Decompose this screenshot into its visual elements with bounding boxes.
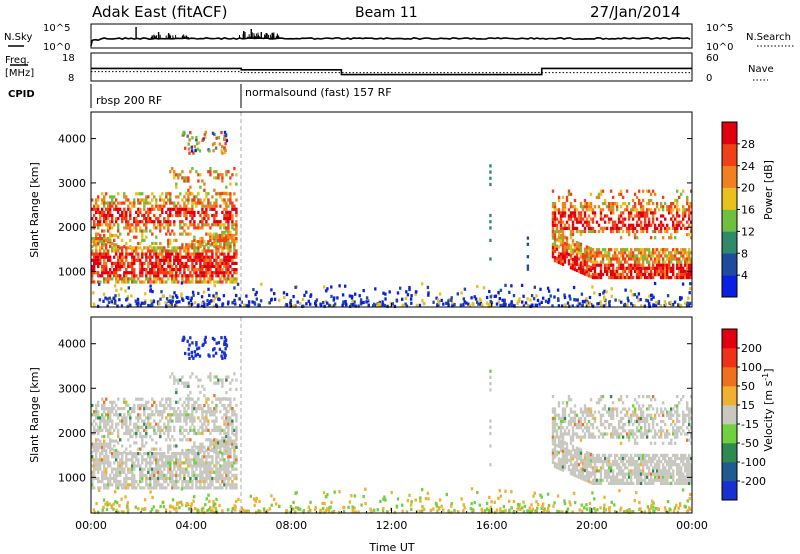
velocity-colorbar-swatch-4 (722, 405, 737, 425)
velocity-colorbar-swatch-7 (722, 348, 737, 368)
nave-tick-bottom: 0 (706, 73, 712, 84)
power-y-tick-2000: 2000 (58, 221, 86, 234)
freq-tick-bottom: 8 (68, 73, 74, 84)
nave-tick-top: 60 (706, 53, 719, 64)
velocity-colorbar-tick-2: 50 (741, 380, 755, 393)
noise-sky-label: N.Sky (4, 32, 32, 43)
velocity-y-axis-label: Slant Range [km] (28, 367, 41, 463)
power-colorbar-swatch-7 (722, 122, 737, 145)
power-colorbar-label: Power [dB] (762, 160, 775, 220)
cpid-panel: CPID rbsp 200 RF normalsound (fast) 157 … (8, 84, 392, 108)
power-colorbar-tick-0: 4 (741, 269, 748, 282)
velocity-colorbar-swatch-3 (722, 424, 737, 444)
velocity-data-field (91, 335, 693, 514)
power-colorbar-tick-2: 12 (741, 225, 755, 238)
velocity-colorbar-tick-0: 200 (741, 342, 762, 355)
time-tick-6: 00:00 (676, 519, 708, 532)
velocity-colorbar-swatch-5 (722, 386, 737, 406)
velocity-colorbar: 200 100 50 15 -15 -50 -100 -200 (721, 328, 766, 501)
nave-line (91, 71, 692, 74)
freq-unit-label: [MHz] (5, 68, 34, 79)
cpid-segment-2: normalsound (fast) 157 RF (245, 86, 392, 99)
power-colorbar-tick-3: 16 (741, 204, 755, 217)
power-colorbar-swatch-3 (722, 209, 737, 232)
frequency-line (91, 67, 692, 76)
time-x-axis: 00:00 04:00 08:00 12:00 16:00 20:00 00:00 (75, 303, 708, 532)
freq-tick-top: 18 (62, 53, 75, 64)
time-tick-1: 04:00 (175, 519, 207, 532)
cpid-segment-1: rbsp 200 RF (96, 94, 162, 107)
power-colorbar-swatch-2 (722, 231, 737, 254)
cpid-label: CPID (8, 89, 35, 100)
power-y-tick-1000: 1000 (58, 266, 86, 279)
velocity-colorbar-tick-3: 15 (741, 399, 755, 412)
velocity-colorbar-label: Velocity [m s-1] (761, 368, 776, 451)
noise-left-tick-bottom: 10^0 (43, 42, 70, 53)
velocity-colorbar-tick-5: -50 (741, 437, 759, 450)
velocity-colorbar-tick-1: 100 (741, 361, 762, 374)
noise-right-tick-bottom: 10^0 (706, 42, 733, 53)
velocity-colorbar-tick-7: -200 (741, 475, 766, 488)
nave-label: Nave (748, 64, 774, 75)
time-tick-3: 12:00 (376, 519, 408, 532)
velocity-y-tick-2000: 2000 (58, 427, 86, 440)
noise-search-label: N.Search (746, 32, 791, 43)
power-colorbar: 4 8 12 16 20 24 28 (721, 121, 755, 298)
velocity-y-axis: 1000 2000 3000 4000 (58, 338, 692, 484)
velocity-y-tick-1000: 1000 (58, 471, 86, 484)
power-colorbar-tick-4: 20 (741, 182, 755, 195)
power-y-tick-3000: 3000 (58, 177, 86, 190)
time-axis-label: Time UT (368, 541, 414, 554)
power-data-field (91, 130, 693, 308)
power-y-axis: 1000 2000 3000 4000 (58, 133, 692, 279)
velocity-colorbar-tick-6: -100 (741, 456, 766, 469)
power-panel: 1000 2000 3000 4000 Slant Range [km] 4 8 12 16… (28, 111, 775, 308)
time-tick-5: 20:00 (576, 519, 608, 532)
power-colorbar-swatch-0 (722, 275, 737, 298)
time-tick-4: 16:00 (476, 519, 508, 532)
velocity-y-tick-3000: 3000 (58, 382, 86, 395)
power-colorbar-tick-1: 8 (741, 247, 748, 260)
velocity-colorbar-swatch-8 (722, 329, 737, 349)
noise-trace (90, 27, 691, 47)
power-colorbar-tick-5: 24 (741, 160, 755, 173)
noise-left-tick-top: 10^5 (43, 23, 70, 34)
power-y-tick-4000: 4000 (58, 133, 86, 146)
velocity-colorbar-swatch-6 (722, 367, 737, 387)
time-tick-0: 00:00 (75, 519, 107, 532)
velocity-colorbar-swatch-1 (722, 462, 737, 482)
power-colorbar-swatch-4 (722, 187, 737, 210)
time-tick-2: 08:00 (275, 519, 307, 532)
beam-title: Beam 11 (355, 5, 418, 21)
power-colorbar-swatch-6 (722, 143, 737, 167)
power-colorbar-swatch-5 (722, 165, 737, 188)
power-colorbar-swatch-1 (722, 253, 737, 276)
velocity-colorbar-swatch-2 (722, 443, 737, 463)
noise-right-tick-top: 10^5 (706, 23, 733, 34)
velocity-colorbar-tick-4: -15 (741, 418, 759, 431)
date-title: 27/Jan/2014 (590, 3, 681, 21)
velocity-colorbar-swatch-0 (722, 481, 737, 501)
station-title: Adak East (fitACF) (92, 3, 227, 21)
freq-label: Freq. (5, 55, 30, 66)
frequency-panel: Freq. [MHz] 18 8 60 0 Nave (5, 52, 774, 84)
power-y-axis-label: Slant Range [km] (28, 162, 41, 258)
velocity-y-tick-4000: 4000 (58, 338, 86, 351)
power-colorbar-tick-6: 28 (741, 138, 755, 151)
noise-panel: N.Sky 10^5 10^0 10^5 10^0 N.Search (4, 23, 795, 53)
